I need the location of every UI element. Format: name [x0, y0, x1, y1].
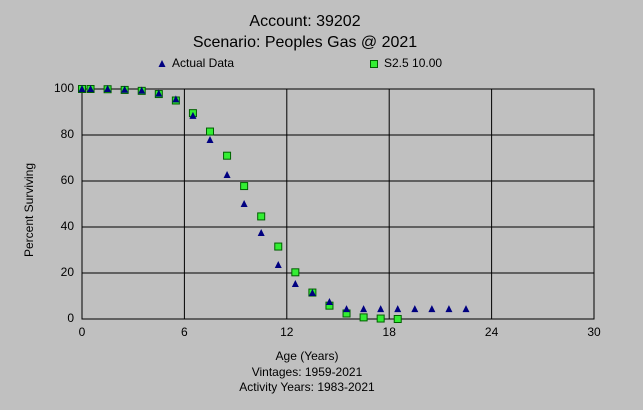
triangle-marker [206, 136, 214, 144]
square-marker [223, 151, 232, 160]
triangle-marker [223, 171, 231, 179]
chart-subtitle: Scenario: Peoples Gas @ 2021 [193, 34, 417, 51]
annotation: Vintages: 1959-2021 [252, 365, 363, 379]
square-marker [393, 315, 402, 323]
square-marker [376, 314, 385, 323]
triangle-marker [155, 89, 163, 97]
legend-label: S2.5 10.00 [384, 56, 442, 70]
square-marker [206, 127, 214, 136]
triangle-marker [78, 85, 86, 92]
x-tick-label: 12 [280, 325, 294, 339]
triangle-marker [343, 305, 351, 313]
triangle-marker [445, 305, 453, 313]
triangle-marker [308, 289, 316, 297]
annotation: Activity Years: 1983-2021 [239, 380, 375, 394]
triangle-marker [87, 85, 95, 92]
triangle-marker [291, 280, 299, 288]
y-axis-label: Percent Surviving [22, 163, 36, 257]
y-tick-label: 20 [61, 265, 75, 279]
triangle-marker [104, 85, 112, 92]
plot-area [81, 88, 595, 320]
triangle-marker [411, 305, 419, 313]
x-axis-label: Age (Years) [276, 349, 339, 363]
legend-marker [370, 60, 378, 68]
x-tick-label: 6 [181, 325, 188, 339]
legend-marker [158, 60, 166, 67]
x-tick-label: 30 [587, 325, 601, 339]
triangle-marker [377, 305, 385, 313]
chart-title: Account: 39202 [249, 13, 360, 30]
triangle-marker [257, 228, 265, 236]
y-tick-label: 0 [67, 311, 74, 325]
triangle-marker [394, 305, 402, 313]
y-tick-label: 100 [54, 81, 74, 95]
y-tick-label: 40 [61, 219, 75, 233]
triangle-marker [121, 85, 129, 93]
square-marker [359, 313, 368, 322]
triangle-marker [428, 305, 436, 313]
y-tick-label: 60 [61, 173, 75, 187]
triangle-marker [360, 305, 368, 313]
square-marker [291, 268, 300, 277]
y-tick-label: 80 [61, 127, 75, 141]
square-marker [257, 212, 266, 221]
triangle-marker [325, 297, 333, 305]
triangle-marker [189, 111, 197, 119]
x-tick-label: 18 [383, 325, 397, 339]
triangle-marker [138, 86, 146, 94]
triangle-marker [274, 260, 282, 268]
legend-label: Actual Data [172, 56, 234, 70]
square-marker [240, 182, 249, 191]
x-tick-label: 0 [79, 325, 86, 339]
x-tick-label: 24 [485, 325, 499, 339]
triangle-marker [172, 95, 180, 103]
triangle-marker [240, 200, 248, 207]
square-marker [274, 242, 283, 251]
triangle-marker [462, 305, 470, 313]
